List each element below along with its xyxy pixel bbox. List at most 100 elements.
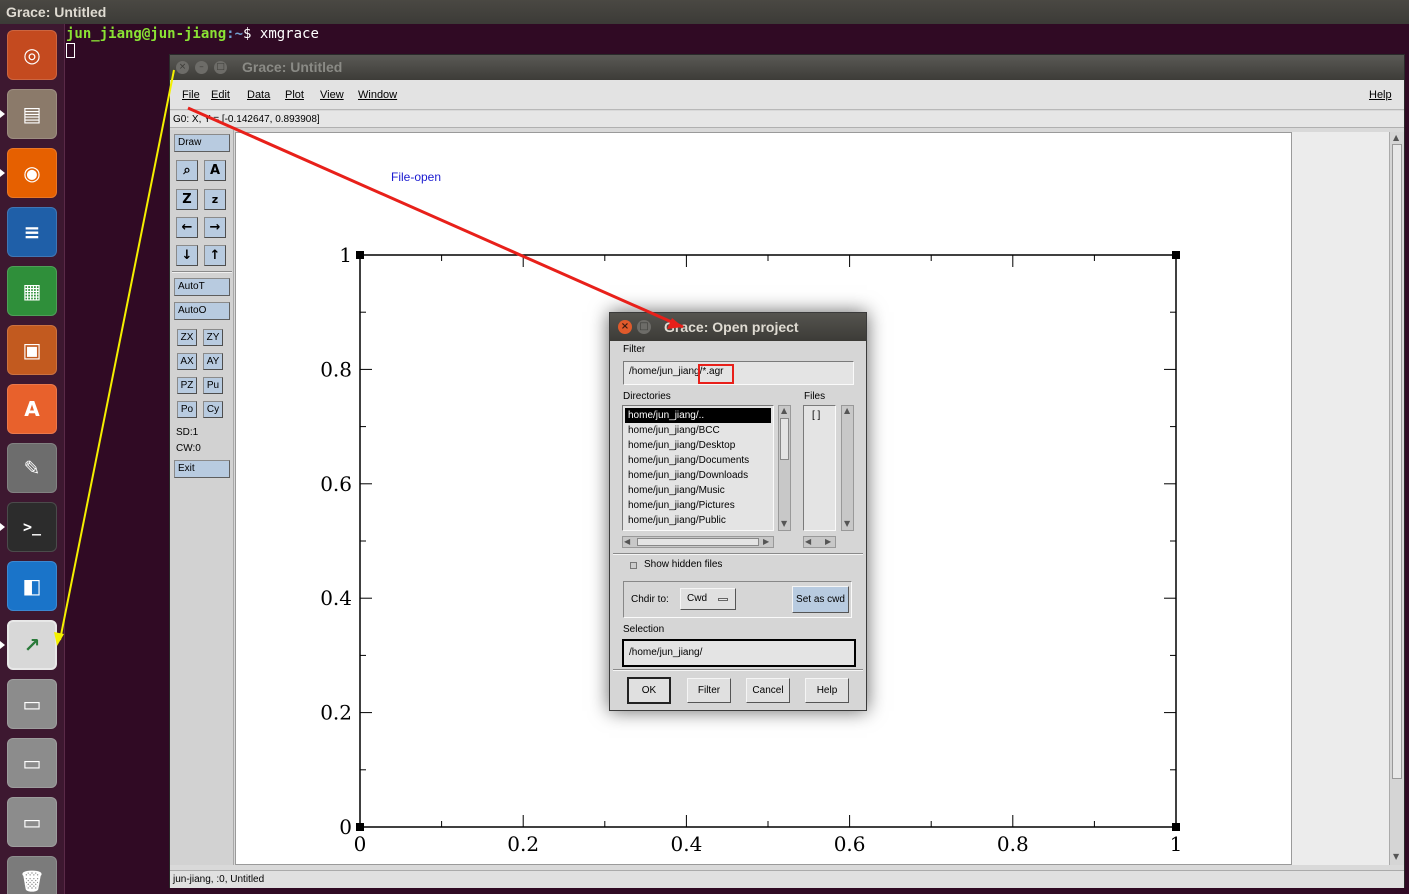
list-item[interactable]: home/jun_jiang/Pictures — [628, 500, 735, 511]
x-tick-label: 0.2 — [507, 832, 539, 856]
chart: 0 0.2 0.4 0.6 0.8 1 0 0.2 0.4 0.6 0.8 1 — [320, 243, 1182, 856]
top-bar-title: Grace: Untitled — [6, 4, 107, 20]
close-icon[interactable]: × — [618, 320, 632, 334]
grace-title-bar[interactable]: Grace: Untitled — [170, 55, 1404, 80]
list-item[interactable]: home/jun_jiang/.. — [625, 408, 771, 423]
cancel-button[interactable]: Cancel — [746, 678, 790, 703]
launcher-system-settings-icon[interactable]: ✎ — [7, 443, 57, 493]
list-item[interactable]: [ ] — [812, 410, 821, 421]
terminal-user-host: jun_jiang@jun-jiang — [66, 26, 227, 42]
files-vscroll[interactable]: ▲ ▼ — [841, 405, 854, 531]
files-hscroll[interactable]: ◀ ▶ — [803, 536, 836, 548]
selection-handle — [356, 823, 364, 831]
close-icon[interactable]: × — [176, 61, 189, 74]
autoscale-text-icon[interactable]: A — [204, 160, 226, 181]
directories-hscroll[interactable]: ◀ ▶ — [622, 536, 774, 548]
autot-button[interactable]: AutoT — [174, 278, 230, 296]
show-hidden-label: Show hidden files — [644, 559, 723, 570]
cy-button[interactable]: Cy — [203, 401, 223, 418]
x-tick-label: 0 — [354, 832, 367, 856]
minimize-icon[interactable]: – — [195, 61, 208, 74]
filter-input[interactable]: /home/jun_jiang/*.agr — [623, 361, 854, 385]
launcher-drive-3-icon[interactable]: ▭ — [7, 797, 57, 847]
list-item[interactable]: home/jun_jiang/Downloads — [628, 470, 749, 481]
list-item[interactable]: home/jun_jiang/Desktop — [628, 440, 736, 451]
launcher-virtualbox-icon[interactable]: ◧ — [7, 561, 57, 611]
list-item[interactable]: home/jun_jiang/Documents — [628, 455, 750, 466]
launcher-drive-2-icon[interactable]: ▭ — [7, 738, 57, 788]
status-bar: jun-jiang, :0, Untitled — [170, 870, 1404, 888]
maximize-icon[interactable]: □ — [214, 61, 227, 74]
draw-button[interactable]: Draw — [174, 134, 230, 152]
zoom-in-z-icon[interactable]: Z — [176, 189, 198, 210]
y-tick-label: 1 — [339, 243, 352, 267]
dialog-title: Grace: Open project — [664, 319, 799, 335]
menu-file[interactable]: File — [182, 89, 200, 101]
list-item[interactable]: home/jun_jiang/BCC — [628, 425, 720, 436]
arrow-left-icon[interactable]: ← — [176, 217, 198, 238]
terminal-path: :~ — [226, 26, 244, 42]
ax-button[interactable]: AX — [177, 353, 197, 370]
po-button[interactable]: Po — [177, 401, 197, 418]
launcher-firefox-icon[interactable]: ◉ — [7, 148, 57, 198]
menu-plot[interactable]: Plot — [285, 89, 304, 101]
launcher-drive-1-icon[interactable]: ▭ — [7, 679, 57, 729]
set-as-cwd-button[interactable]: Set as cwd — [792, 586, 849, 613]
grace-window: Grace: Untitled × – □ File Edit Data Plo… — [169, 54, 1405, 888]
zx-button[interactable]: ZX — [177, 329, 197, 346]
menu-edit[interactable]: Edit — [211, 89, 230, 101]
y-tick-label: 0.6 — [320, 472, 352, 496]
launcher-libreoffice-calc-icon[interactable]: ▦ — [7, 266, 57, 316]
pz-button[interactable]: PZ — [177, 377, 197, 394]
menu-window[interactable]: Window — [358, 89, 398, 101]
launcher-software-center-icon[interactable]: A — [7, 384, 57, 434]
open-project-dialog: Grace: Open project × □ Filter /home/jun… — [609, 312, 867, 711]
ay-button[interactable]: AY — [203, 353, 223, 370]
menu-help[interactable]: Help — [1369, 89, 1392, 101]
files-list[interactable]: [ ] — [803, 405, 836, 531]
scroll-up-icon[interactable]: ▲ — [1393, 133, 1400, 142]
launcher-libreoffice-impress-icon[interactable]: ▣ — [7, 325, 57, 375]
vertical-scrollbar[interactable]: ▲ ▼ — [1389, 132, 1404, 865]
launcher-libreoffice-writer-icon[interactable]: ≡ — [7, 207, 57, 257]
exit-button[interactable]: Exit — [174, 460, 230, 478]
filter-button[interactable]: Filter — [687, 678, 731, 703]
zoom-out-z-icon[interactable]: z — [204, 189, 226, 210]
arrow-down-icon[interactable]: ↓ — [176, 245, 198, 266]
launcher-terminal-icon[interactable]: >_ — [7, 502, 57, 552]
terminal-cursor — [66, 43, 75, 58]
selection-handle — [1172, 251, 1180, 259]
menu-data[interactable]: Data — [247, 89, 271, 101]
launcher-grace-icon[interactable]: ↗ — [7, 620, 57, 670]
scrollbar-thumb[interactable] — [1392, 144, 1402, 779]
pu-button[interactable]: Pu — [203, 377, 223, 394]
launcher-running-indicator — [0, 169, 5, 177]
list-item[interactable]: home/jun_jiang/Music — [628, 485, 725, 496]
autoo-button[interactable]: AutoO — [174, 302, 230, 320]
zoom-icon[interactable]: ⌕ — [176, 160, 198, 181]
maximize-icon[interactable]: □ — [637, 320, 651, 334]
scroll-down-icon[interactable]: ▼ — [1393, 852, 1400, 861]
arrow-up-icon[interactable]: ↑ — [204, 245, 226, 266]
ok-button[interactable]: OK — [627, 677, 671, 704]
launcher-ubuntu-dash-icon[interactable]: ◎ — [7, 30, 57, 80]
terminal-command: xmgrace — [259, 26, 319, 42]
show-hidden-checkbox[interactable] — [630, 562, 637, 569]
directories-vscroll[interactable]: ▲ ▼ — [778, 405, 791, 531]
y-tick-label: 0.2 — [320, 701, 352, 725]
menu-view[interactable]: View — [320, 89, 344, 101]
x-tick-label: 0.6 — [834, 832, 866, 856]
selection-handle — [356, 251, 364, 259]
dialog-divider — [613, 553, 863, 555]
zy-button[interactable]: ZY — [203, 329, 223, 346]
directories-list[interactable]: home/jun_jiang/.. home/jun_jiang/BCC home/… — [622, 405, 774, 531]
option-menu-icon — [718, 598, 728, 601]
launcher-trash-icon[interactable]: 🗑 — [7, 856, 57, 894]
arrow-right-icon[interactable]: → — [204, 217, 226, 238]
help-button[interactable]: Help — [805, 678, 849, 703]
launcher-files-icon[interactable]: ▤ — [7, 89, 57, 139]
selection-input[interactable]: /home/jun_jiang/ — [622, 639, 856, 667]
filter-label: Filter — [623, 344, 646, 355]
chdir-select[interactable]: Cwd — [680, 588, 736, 610]
list-item[interactable]: home/jun_jiang/Public — [628, 515, 726, 526]
